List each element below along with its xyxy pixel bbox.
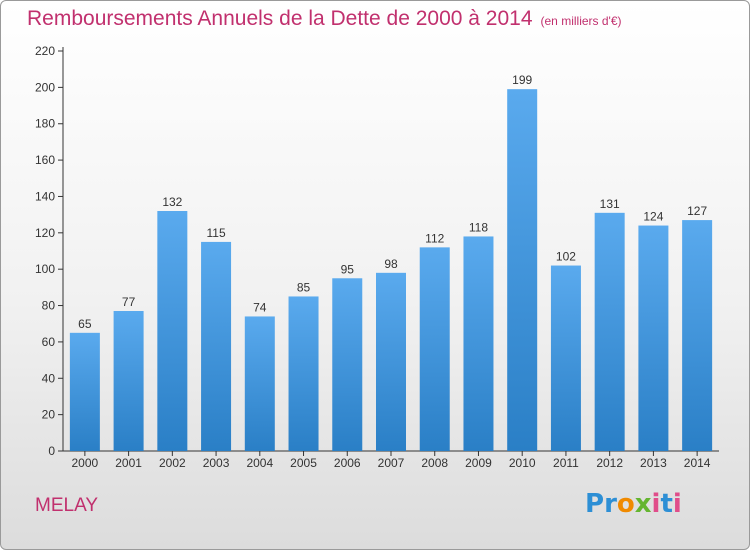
y-tick-label: 120 — [35, 226, 55, 240]
x-tick-label: 2003 — [203, 456, 230, 470]
logo-letter: x — [634, 489, 652, 519]
x-tick-label: 2005 — [290, 456, 317, 470]
y-tick-label: 180 — [35, 117, 55, 131]
bar-value-label: 199 — [512, 73, 532, 87]
x-tick-label: 2006 — [334, 456, 361, 470]
x-tick-label: 2009 — [465, 456, 492, 470]
bar-value-label: 131 — [600, 197, 620, 211]
bar-value-label: 112 — [425, 231, 444, 245]
x-tick-label: 2008 — [421, 456, 448, 470]
bar-value-label: 115 — [206, 226, 225, 240]
bar — [288, 296, 319, 451]
x-tick-label: 2014 — [684, 456, 711, 470]
bar — [550, 265, 581, 451]
x-tick-label: 2010 — [509, 456, 536, 470]
bar-value-label: 102 — [556, 250, 576, 264]
chart-title-text: Remboursements Annuels de la Dette de 20… — [27, 7, 533, 30]
y-tick-label: 0 — [48, 444, 55, 458]
y-tick-label: 140 — [35, 189, 55, 203]
x-tick-label: 2013 — [640, 456, 667, 470]
bar — [157, 211, 188, 451]
logo-letter: o — [616, 489, 635, 519]
y-tick-label: 200 — [35, 80, 55, 94]
bar — [113, 311, 144, 451]
bar — [201, 241, 232, 451]
proxiti-logo[interactable]: Proxiti — [585, 489, 682, 519]
bar-value-label: 74 — [253, 300, 267, 314]
bar-value-label: 118 — [469, 220, 488, 234]
place-name: MELAY — [35, 495, 99, 516]
bar — [638, 225, 669, 451]
y-tick-label: 160 — [35, 153, 55, 167]
y-axis: 0 20 40 60 80 100 120 140 160 180 200 220 — [35, 44, 64, 458]
logo-letter: i — [651, 489, 661, 519]
bar — [419, 247, 450, 451]
x-tick-label: 2002 — [159, 456, 186, 470]
y-tick-label: 40 — [42, 371, 56, 385]
bar — [463, 236, 494, 451]
y-tick-label: 20 — [42, 408, 56, 422]
y-tick-label: 100 — [35, 262, 55, 276]
bar-value-label: 124 — [643, 210, 663, 224]
bar — [682, 220, 713, 451]
bar-value-label: 95 — [341, 262, 355, 276]
bar — [244, 316, 275, 451]
x-tick-label: 2011 — [553, 456, 579, 470]
chart-unit: (en milliers d'€) — [540, 14, 622, 28]
bar — [69, 332, 100, 451]
y-tick-label: 60 — [42, 335, 56, 349]
bar — [376, 272, 406, 451]
bar-value-label: 98 — [384, 257, 398, 271]
x-tick-label: 2007 — [378, 456, 405, 470]
chart-title: Remboursements Annuels de la Dette de 20… — [27, 7, 622, 31]
bar-value-label: 85 — [297, 280, 311, 294]
x-tick-label: 2000 — [72, 456, 99, 470]
bars — [69, 89, 713, 451]
x-axis: 2000 2001 2002 2003 2004 2005 2006 2007 2008 2009… — [63, 450, 719, 470]
bar-value-label: 132 — [162, 195, 182, 209]
logo-letter: i — [672, 489, 682, 519]
bar-value-label: 127 — [687, 204, 707, 218]
data-labels: 65 77 132 115 74 85 95 98 112 118 199 102 131 124 127 — [78, 73, 707, 331]
bar — [507, 89, 538, 451]
logo-letter: r — [604, 489, 617, 519]
logo-letter: P — [585, 489, 605, 519]
bar-value-label: 65 — [78, 317, 92, 331]
y-tick-label: 220 — [35, 44, 55, 58]
y-tick-label: 80 — [42, 299, 56, 313]
bar — [594, 212, 625, 451]
x-tick-label: 2004 — [246, 456, 273, 470]
x-tick-label: 2012 — [596, 456, 623, 470]
x-tick-label: 2001 — [115, 456, 142, 470]
bar — [332, 278, 363, 451]
logo-letter: t — [660, 489, 673, 519]
bar-value-label: 77 — [122, 295, 136, 309]
